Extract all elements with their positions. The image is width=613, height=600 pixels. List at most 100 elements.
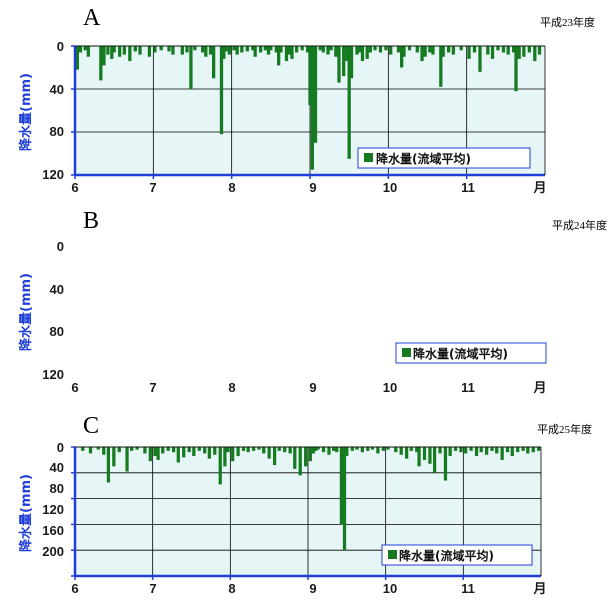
- bar: [153, 46, 157, 53]
- bar: [347, 46, 351, 159]
- bar: [293, 447, 297, 469]
- bar: [102, 447, 106, 455]
- bar: [218, 447, 222, 485]
- bar: [226, 447, 230, 453]
- bar: [102, 46, 106, 66]
- bar: [197, 447, 201, 451]
- x-tick-label: 11: [461, 581, 475, 596]
- bar: [224, 46, 228, 52]
- bar: [447, 46, 451, 53]
- bar: [166, 447, 170, 451]
- bar: [355, 46, 359, 55]
- bar: [78, 46, 83, 53]
- bar: [272, 447, 277, 466]
- bar: [187, 447, 191, 453]
- bar: [521, 447, 525, 451]
- bar: [86, 46, 90, 57]
- bar: [313, 46, 318, 143]
- x-tick-label: 10: [383, 180, 397, 195]
- x-tick-label: 9: [309, 380, 316, 395]
- bar: [308, 447, 312, 462]
- bar: [526, 447, 530, 454]
- bar: [366, 447, 370, 451]
- bar: [232, 46, 236, 51]
- bar: [415, 46, 419, 53]
- bar: [231, 447, 235, 462]
- bar: [159, 46, 163, 51]
- y-tick-label: 80: [50, 481, 64, 496]
- bar: [106, 46, 110, 55]
- y-tick-label: 200: [42, 544, 64, 559]
- panel-letter: C: [83, 413, 99, 439]
- bar: [438, 447, 442, 454]
- bar: [135, 447, 139, 450]
- bar: [376, 447, 380, 454]
- bar: [321, 447, 326, 453]
- legend-swatch: [364, 153, 373, 162]
- bar: [252, 447, 256, 451]
- bar: [171, 46, 175, 55]
- bar: [459, 447, 463, 453]
- bar: [431, 46, 435, 55]
- x-tick-label: 6: [71, 581, 78, 596]
- y-axis-label: 降水量(mm): [18, 273, 34, 351]
- bar: [342, 447, 347, 551]
- bar: [514, 46, 518, 92]
- bar: [300, 46, 304, 51]
- legend-label: 降水量(流域平均): [376, 151, 471, 166]
- bar: [117, 447, 121, 453]
- bar: [207, 447, 211, 459]
- bar: [402, 46, 406, 57]
- bar: [486, 46, 490, 55]
- bar: [469, 447, 473, 451]
- bar: [316, 447, 320, 450]
- bar: [479, 447, 483, 453]
- bar: [182, 447, 186, 458]
- bar: [203, 447, 207, 454]
- x-tick-label: 6: [71, 380, 78, 395]
- bar: [112, 46, 116, 53]
- bar: [378, 46, 383, 53]
- plot-layer: [71, 45, 546, 179]
- bar: [527, 46, 531, 53]
- x-tick-label: 6: [71, 180, 78, 195]
- bar: [274, 46, 278, 53]
- bar: [537, 447, 541, 451]
- bar: [245, 46, 249, 52]
- bar: [443, 447, 448, 481]
- bar: [201, 46, 205, 53]
- y-tick-label: 120: [42, 502, 64, 517]
- bar: [428, 46, 432, 53]
- bar: [75, 46, 79, 70]
- bar: [223, 447, 227, 467]
- bar: [420, 46, 424, 62]
- x-tick-label: 8: [228, 180, 235, 195]
- bar: [269, 46, 273, 51]
- bar: [495, 447, 499, 454]
- bar: [512, 46, 516, 53]
- bar: [384, 46, 388, 51]
- bar: [349, 46, 354, 79]
- bar: [368, 46, 372, 53]
- bar: [432, 447, 437, 473]
- bar: [130, 447, 134, 451]
- bar: [279, 46, 283, 53]
- x-tick-label: 7: [149, 180, 156, 195]
- bar: [212, 46, 216, 79]
- x-tick-label: 9: [309, 180, 316, 195]
- bar: [531, 447, 535, 453]
- bar: [441, 46, 445, 57]
- bar: [277, 447, 281, 451]
- bar: [246, 447, 250, 453]
- bar: [334, 46, 338, 57]
- bar: [176, 447, 180, 463]
- bar: [522, 46, 526, 57]
- bar: [267, 447, 271, 459]
- bar: [500, 447, 504, 460]
- bar: [259, 46, 263, 53]
- bar: [407, 46, 412, 51]
- bar: [355, 447, 359, 450]
- bar: [295, 46, 299, 53]
- bar: [516, 447, 520, 453]
